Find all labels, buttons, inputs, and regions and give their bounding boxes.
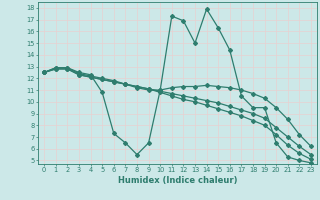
X-axis label: Humidex (Indice chaleur): Humidex (Indice chaleur) [118,176,237,185]
